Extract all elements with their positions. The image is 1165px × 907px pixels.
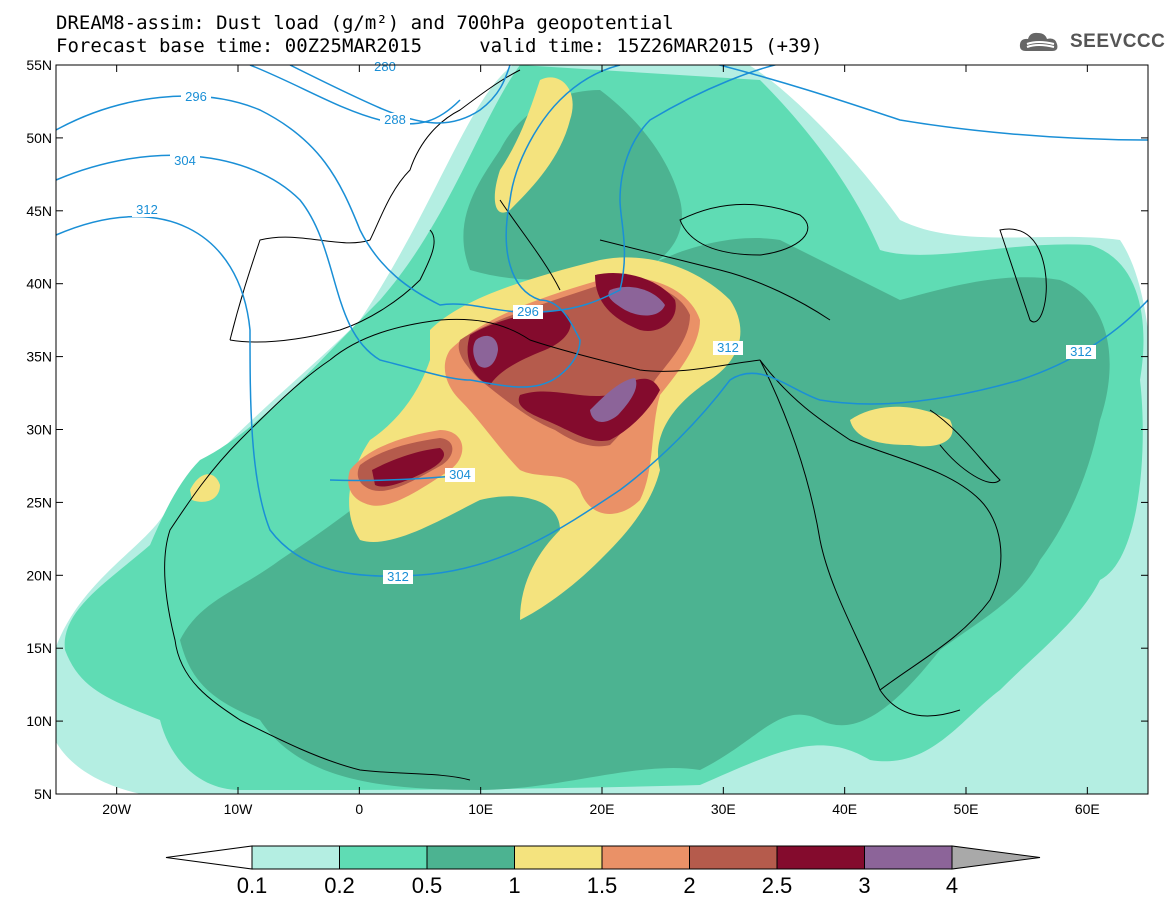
- lon-tick-label: 20E: [590, 801, 615, 817]
- coast-caspian: [999, 228, 1047, 323]
- colorbar-over-triangle: [951, 845, 1041, 870]
- contour-label: 296: [513, 304, 543, 319]
- colorbar-label: 2: [683, 873, 695, 898]
- colorbar-swatch: [251, 845, 340, 870]
- coast-persian-gulf: [929, 409, 1001, 484]
- contour-label: 296: [181, 89, 211, 104]
- lon-tick-label: 30E: [711, 801, 736, 817]
- coast-italy: [499, 199, 561, 291]
- coast-africa-north: [329, 318, 761, 372]
- coast-black-sea: [679, 203, 809, 256]
- coastlines: [164, 69, 1047, 781]
- colorbar: 0.1 0.2 0.5 1 1.5 2 2.5 3 4: [165, 845, 1041, 898]
- lat-tick-label: 35N: [26, 349, 52, 365]
- lat-tick-label: 50N: [26, 130, 52, 146]
- svg-text:280: 280: [374, 59, 396, 74]
- dust-level-3-tunisia: [473, 335, 498, 368]
- dust-level-2.5-west: [372, 448, 445, 487]
- logo-text: SEEVCCC: [1070, 31, 1165, 52]
- contour-label: 304: [170, 153, 200, 168]
- colorbar-swatch: [339, 845, 428, 870]
- contour-label: 280: [370, 59, 400, 74]
- colorbar-label: 3: [858, 873, 870, 898]
- svg-text:296: 296: [185, 89, 207, 104]
- lat-tick-label: 20N: [26, 567, 52, 583]
- contour-label: 312: [132, 202, 162, 217]
- contour-288: [249, 65, 461, 125]
- colorbar-swatch: [601, 845, 690, 870]
- coast-africa-east: [759, 359, 961, 717]
- contour-label: 288: [380, 112, 410, 127]
- cloud-logo-icon: [1019, 32, 1058, 51]
- colorbar-label: 1.5: [587, 873, 618, 898]
- dust-level-1-arabia: [850, 406, 953, 447]
- contour-304: [56, 65, 621, 388]
- dust-level-0.5-europe: [463, 90, 682, 280]
- colorbar-label: 0.1: [237, 873, 268, 898]
- lon-tick-label: 20W: [102, 801, 132, 817]
- lon-tick-label: 40E: [832, 801, 857, 817]
- map-title: DREAM8-assim: Dust load (g/m²) and 700hP…: [56, 12, 674, 34]
- lat-tick-label: 10N: [26, 713, 52, 729]
- coast-iberia: [229, 229, 435, 343]
- dust-level-1-west: [190, 474, 220, 502]
- lat-tick-label: 45N: [26, 203, 52, 219]
- svg-text:312: 312: [136, 202, 158, 217]
- colorbar-swatch: [864, 845, 953, 870]
- colorbar-label: 2.5: [762, 873, 793, 898]
- contour-label: 312: [1066, 344, 1096, 359]
- contour-label: 312: [383, 569, 413, 584]
- svg-text:304: 304: [174, 153, 196, 168]
- colorbar-label: 4: [946, 873, 958, 898]
- lat-tick-label: 25N: [26, 494, 52, 510]
- coast-greece-turkey: [599, 239, 831, 321]
- coast-africa-west: [164, 359, 471, 781]
- lat-tick-label: 40N: [26, 276, 52, 292]
- axis-ticks: 20W 10W 0 10E 20E 30E 40E 50E 60E 55N 50N 45N 40N 35N…: [26, 57, 1148, 817]
- svg-text:312: 312: [717, 340, 739, 355]
- coast-arabia: [759, 359, 1002, 691]
- dust-level-0.5: [180, 238, 1110, 790]
- map-subtitle: Forecast base time: 00Z25MAR2015 valid t…: [56, 35, 823, 57]
- dust-level-2.5: [467, 310, 571, 385]
- contour-312: [56, 215, 1148, 577]
- lat-tick-label: 30N: [26, 422, 52, 438]
- lat-tick-label: 55N: [26, 57, 52, 73]
- lon-tick-label: 0: [355, 801, 363, 817]
- colorbar-swatch: [776, 845, 865, 870]
- contour-label: 304: [445, 467, 475, 482]
- dust-level-3: [608, 286, 665, 316]
- colorbar-swatch: [426, 845, 515, 870]
- contour-labels: 280 288 296 304 312 296 304 312 312 312: [132, 59, 1096, 584]
- colorbar-label: 0.5: [412, 873, 443, 898]
- colorbar-swatch: [514, 845, 603, 870]
- svg-text:296: 296: [517, 304, 539, 319]
- svg-text:312: 312: [387, 569, 409, 584]
- dust-shading: [56, 65, 1148, 794]
- dust-level-3-libya: [590, 378, 637, 422]
- lon-tick-label: 10E: [468, 801, 493, 817]
- contour-296-north: [716, 65, 1148, 141]
- svg-text:304: 304: [449, 467, 471, 482]
- lon-tick-label: 50E: [954, 801, 979, 817]
- coast-europe-atlantic: [229, 69, 521, 341]
- seevccc-logo: SEEVCCC: [1018, 28, 1165, 56]
- svg-text:288: 288: [384, 112, 406, 127]
- colorbar-under-triangle: [165, 845, 253, 870]
- colorbar-swatch: [689, 845, 778, 870]
- svg-text:312: 312: [1070, 344, 1092, 359]
- contour-label: 312: [713, 340, 743, 355]
- colorbar-label: 0.2: [324, 873, 355, 898]
- lon-tick-label: 60E: [1075, 801, 1100, 817]
- lon-tick-label: 10W: [224, 801, 254, 817]
- lat-tick-label: 15N: [26, 640, 52, 656]
- colorbar-label: 1: [508, 873, 520, 898]
- lat-tick-label: 5N: [34, 786, 52, 802]
